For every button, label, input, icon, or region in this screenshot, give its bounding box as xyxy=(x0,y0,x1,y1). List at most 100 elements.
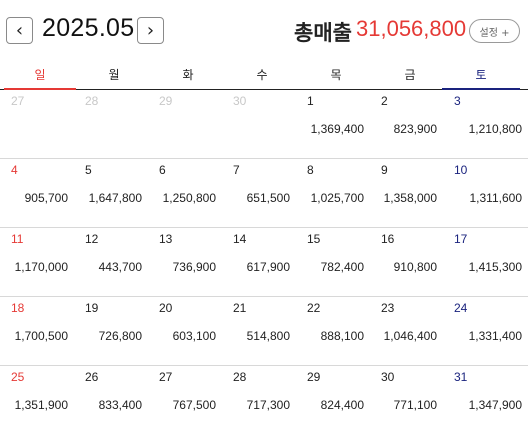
daily-sales-amount: 1,347,900 xyxy=(468,398,522,412)
day-number: 25 xyxy=(11,370,25,384)
day-number: 21 xyxy=(233,301,247,315)
calendar-day-cell[interactable]: 24 1,331,400 xyxy=(443,297,528,365)
calendar-day-cell[interactable]: 29 824,400 xyxy=(296,366,370,434)
calendar-day-cell[interactable]: 11 1,170,000 xyxy=(0,228,74,296)
weekday-label: 화 xyxy=(182,68,194,82)
daily-sales-amount: 1,331,400 xyxy=(468,329,522,343)
day-number: 18 xyxy=(11,301,25,315)
day-number: 14 xyxy=(233,232,247,246)
calendar-day-cell[interactable]: 15 782,400 xyxy=(296,228,370,296)
calendar-day-cell[interactable]: 21 514,800 xyxy=(222,297,296,365)
calendar-day-cell[interactable]: 5 1,647,800 xyxy=(74,159,148,227)
day-number: 3 xyxy=(454,94,461,108)
daily-sales-amount: 771,100 xyxy=(393,398,437,412)
day-number: 29 xyxy=(307,370,321,384)
total-sales-label: 총매출 xyxy=(294,21,352,45)
settings-button[interactable]: 설정 + xyxy=(469,19,520,43)
weekday-label: 수 xyxy=(256,68,268,82)
calendar-day-cell[interactable]: 18 1,700,500 xyxy=(0,297,74,365)
calendar-day-cell[interactable]: 19 726,800 xyxy=(74,297,148,365)
calendar-day-cell[interactable]: 12 443,700 xyxy=(74,228,148,296)
calendar-week-row: 18 1,700,500 19 726,800 20 603,100 21 514,800 22… xyxy=(0,297,528,366)
calendar-week-row: 11 1,170,000 12 443,700 13 736,900 14 617,900 15… xyxy=(0,228,528,297)
day-number: 23 xyxy=(381,301,395,315)
daily-sales-amount: 1,351,900 xyxy=(14,398,68,412)
day-number: 1 xyxy=(307,94,314,108)
calendar-day-cell[interactable]: 9 1,358,000 xyxy=(370,159,443,227)
day-number: 20 xyxy=(159,301,173,315)
current-month-label: 2025.05 xyxy=(42,14,135,42)
day-number: 6 xyxy=(159,163,166,177)
calendar-day-cell[interactable]: 26 833,400 xyxy=(74,366,148,434)
daily-sales-amount: 443,700 xyxy=(98,260,142,274)
calendar-day-cell[interactable]: 6 1,250,800 xyxy=(148,159,222,227)
calendar-day-cell[interactable]: 22 888,100 xyxy=(296,297,370,365)
calendar-week-row: 27 28 29 30 1 1,369,400 2 823,900 3 1,210,800 xyxy=(0,90,528,159)
day-number: 27 xyxy=(11,94,25,108)
day-number: 28 xyxy=(233,370,247,384)
day-number: 30 xyxy=(381,370,395,384)
daily-sales-amount: 603,100 xyxy=(172,329,216,343)
calendar-day-cell[interactable]: 28 xyxy=(74,90,148,158)
calendar-day-cell[interactable]: 31 1,347,900 xyxy=(443,366,528,434)
calendar-day-cell[interactable]: 25 1,351,900 xyxy=(0,366,74,434)
calendar-day-cell[interactable]: 2 823,900 xyxy=(370,90,443,158)
day-number: 7 xyxy=(233,163,240,177)
calendar-day-cell[interactable]: 1 1,369,400 xyxy=(296,90,370,158)
daily-sales-amount: 782,400 xyxy=(320,260,364,274)
day-number: 28 xyxy=(85,94,99,108)
day-number: 16 xyxy=(381,232,395,246)
day-number: 17 xyxy=(454,232,468,246)
daily-sales-amount: 905,700 xyxy=(24,191,68,205)
weekday-label: 월 xyxy=(108,68,120,82)
calendar-day-cell[interactable]: 3 1,210,800 xyxy=(443,90,528,158)
daily-sales-amount: 824,400 xyxy=(320,398,364,412)
daily-sales-amount: 823,900 xyxy=(393,122,437,136)
day-number: 10 xyxy=(454,163,468,177)
daily-sales-amount: 1,250,800 xyxy=(162,191,216,205)
day-number: 11 xyxy=(11,232,24,246)
next-month-button[interactable]: › xyxy=(137,17,164,44)
calendar-day-cell[interactable]: 29 xyxy=(148,90,222,158)
calendar-day-cell[interactable]: 10 1,311,600 xyxy=(443,159,528,227)
prev-month-button[interactable]: ‹ xyxy=(6,17,33,44)
daily-sales-amount: 1,046,400 xyxy=(383,329,437,343)
day-number: 24 xyxy=(454,301,468,315)
calendar-day-cell[interactable]: 17 1,415,300 xyxy=(443,228,528,296)
day-number: 12 xyxy=(85,232,99,246)
daily-sales-amount: 767,500 xyxy=(172,398,216,412)
day-number: 5 xyxy=(85,163,92,177)
total-sales-value: 31,056,800 xyxy=(356,16,467,41)
day-number: 22 xyxy=(307,301,321,315)
calendar-day-cell[interactable]: 20 603,100 xyxy=(148,297,222,365)
weekday-label: 일 xyxy=(4,62,76,90)
calendar-day-cell[interactable]: 13 736,900 xyxy=(148,228,222,296)
calendar-day-cell[interactable]: 28 717,300 xyxy=(222,366,296,434)
weekday-label: 토 xyxy=(442,62,520,90)
calendar-header: ‹ 2025.05 › 총매출 31,056,800 설정 + xyxy=(0,0,528,62)
calendar-day-cell[interactable]: 7 651,500 xyxy=(222,159,296,227)
daily-sales-amount: 717,300 xyxy=(246,398,290,412)
daily-sales-amount: 726,800 xyxy=(98,329,142,343)
daily-sales-amount: 1,025,700 xyxy=(310,191,364,205)
daily-sales-amount: 651,500 xyxy=(246,191,290,205)
daily-sales-amount: 833,400 xyxy=(98,398,142,412)
calendar-day-cell[interactable]: 30 xyxy=(222,90,296,158)
day-number: 8 xyxy=(307,163,314,177)
daily-sales-amount: 1,358,000 xyxy=(383,191,437,205)
calendar-day-cell[interactable]: 27 xyxy=(0,90,74,158)
calendar-day-cell[interactable]: 27 767,500 xyxy=(148,366,222,434)
day-number: 4 xyxy=(11,163,18,177)
calendar-day-cell[interactable]: 23 1,046,400 xyxy=(370,297,443,365)
calendar-day-cell[interactable]: 30 771,100 xyxy=(370,366,443,434)
day-number: 29 xyxy=(159,94,173,108)
daily-sales-amount: 1,170,000 xyxy=(14,260,68,274)
weekday-label: 금 xyxy=(404,68,416,82)
calendar-day-cell[interactable]: 8 1,025,700 xyxy=(296,159,370,227)
calendar-week-row: 25 1,351,900 26 833,400 27 767,500 28 717,300 29… xyxy=(0,366,528,435)
calendar-day-cell[interactable]: 16 910,800 xyxy=(370,228,443,296)
day-number: 19 xyxy=(85,301,99,315)
calendar-day-cell[interactable]: 4 905,700 xyxy=(0,159,74,227)
calendar-day-cell[interactable]: 14 617,900 xyxy=(222,228,296,296)
